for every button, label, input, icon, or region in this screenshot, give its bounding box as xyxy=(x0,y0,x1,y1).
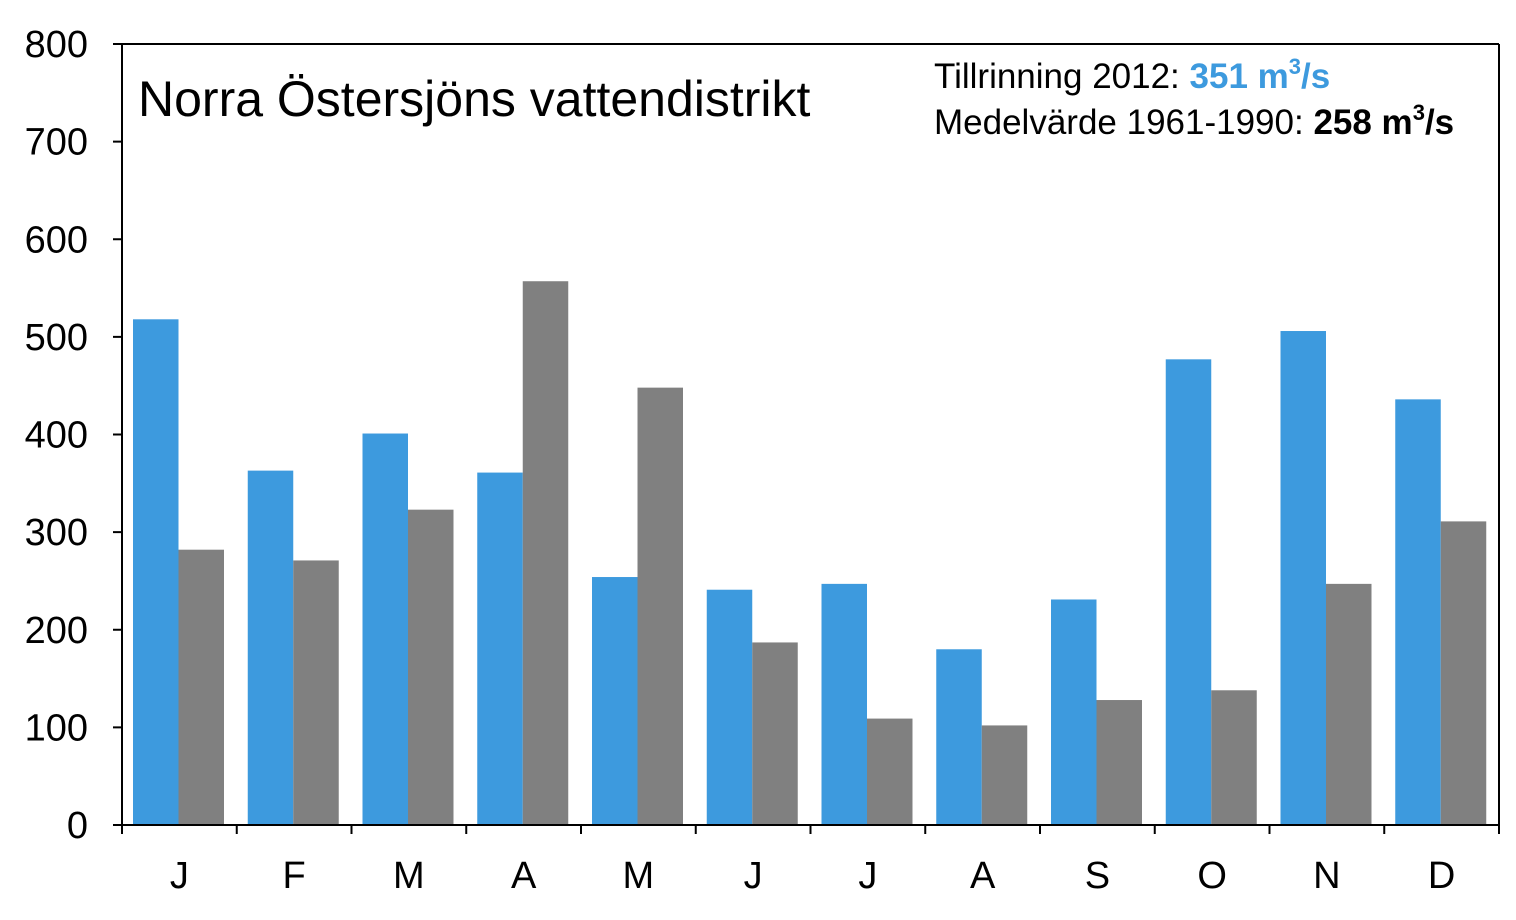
y-tick-label: 400 xyxy=(25,415,88,457)
bar-series2-9 xyxy=(1211,690,1257,825)
x-category-label: J xyxy=(744,855,763,897)
bar-series2-2 xyxy=(408,509,454,825)
y-tick-label: 800 xyxy=(25,24,88,66)
x-category-label: J xyxy=(858,855,877,897)
bar-series1-10 xyxy=(1280,331,1326,825)
x-category-label: N xyxy=(1313,855,1340,897)
info-line-2012: Tillrinning 2012: 351 m3/s xyxy=(934,54,1330,96)
bar-series2-3 xyxy=(522,281,569,825)
bars-group xyxy=(133,281,1487,825)
bar-series2-11 xyxy=(1440,521,1487,825)
y-tick-label: 600 xyxy=(25,219,88,261)
bar-series1-1 xyxy=(247,470,294,825)
y-tick-label: 100 xyxy=(25,707,88,749)
bar-series2-0 xyxy=(178,549,224,825)
bar-series1-5 xyxy=(706,589,753,825)
bar-series2-8 xyxy=(1096,700,1142,825)
info-2012-unit: /s xyxy=(1301,57,1330,96)
chart-title: Norra Östersjöns vattendistrikt xyxy=(138,71,811,127)
bar-series1-11 xyxy=(1395,399,1441,825)
bar-series2-10 xyxy=(1326,583,1372,825)
y-tick-label: 300 xyxy=(25,512,88,554)
info-2012-label: Tillrinning 2012: xyxy=(934,57,1190,96)
x-category-label: D xyxy=(1428,855,1455,897)
x-category-label: O xyxy=(1197,855,1227,897)
bar-series2-6 xyxy=(867,718,913,825)
x-category-label: M xyxy=(393,855,425,897)
bar-series2-4 xyxy=(637,387,683,825)
info-mean-value: 258 m xyxy=(1313,103,1412,142)
bar-series1-3 xyxy=(477,472,523,825)
y-tick-label: 500 xyxy=(25,317,88,359)
bar-series2-5 xyxy=(752,642,798,825)
y-tick-label: 0 xyxy=(67,805,88,847)
info-mean-unit: /s xyxy=(1425,103,1454,142)
bar-series1-6 xyxy=(821,583,867,825)
x-category-label: A xyxy=(970,855,996,897)
bar-series1-2 xyxy=(362,433,408,825)
bar-series2-1 xyxy=(293,560,339,825)
y-tick-label: 700 xyxy=(25,122,88,164)
info-mean-label: Medelvärde 1961-1990: xyxy=(934,103,1313,142)
x-category-label: F xyxy=(283,855,306,897)
x-category-label: J xyxy=(170,855,189,897)
bar-series1-9 xyxy=(1165,359,1212,825)
x-category-label: M xyxy=(623,855,655,897)
bar-series1-4 xyxy=(592,577,638,825)
info-2012-value: 351 m xyxy=(1190,57,1289,96)
bar-series1-8 xyxy=(1051,599,1097,825)
info-mean-sup: 3 xyxy=(1413,100,1425,125)
info-line-mean: Medelvärde 1961-1990: 258 m3/s xyxy=(934,100,1454,142)
y-axis-ticks: 0 100 200 300 400 500 600 700 800 xyxy=(25,24,122,847)
bar-series1-7 xyxy=(936,649,982,825)
x-category-label: A xyxy=(511,855,537,897)
bar-series1-0 xyxy=(133,319,179,825)
bar-series2-7 xyxy=(981,725,1028,825)
x-category-label: S xyxy=(1085,855,1110,897)
info-2012-sup: 3 xyxy=(1289,54,1301,79)
y-tick-label: 200 xyxy=(25,610,88,652)
